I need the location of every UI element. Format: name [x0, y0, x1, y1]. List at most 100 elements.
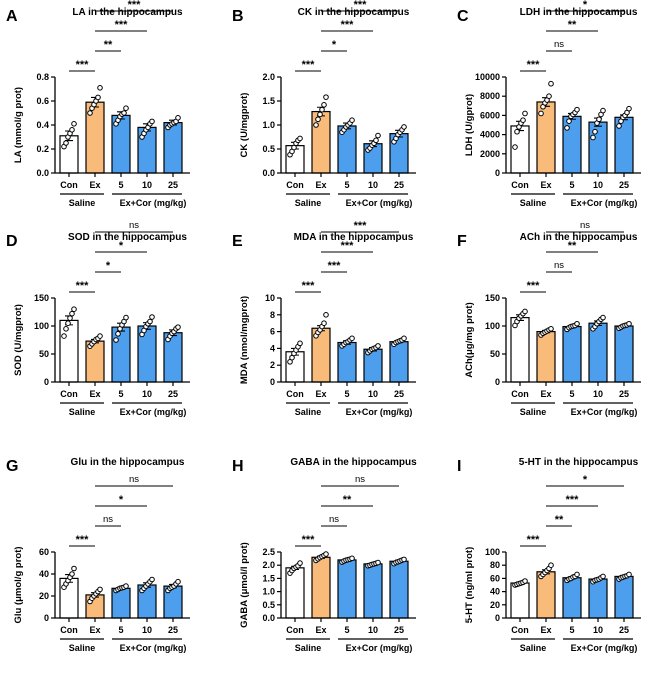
group-label-saline: Saline — [520, 643, 547, 653]
significance-label: * — [119, 240, 124, 252]
y-tick-label: 2.0 — [262, 560, 275, 570]
group-label-saline: Saline — [520, 198, 547, 208]
data-point — [95, 94, 101, 101]
data-point — [71, 565, 77, 572]
panel-title: CK in the hippocampus — [298, 7, 410, 18]
panel-letter: F — [457, 233, 467, 250]
bar-5 — [337, 341, 357, 383]
y-tick-label: 4000 — [480, 130, 500, 140]
data-point — [373, 137, 379, 144]
bar-25 — [614, 325, 634, 383]
x-tick-label: 5 — [569, 625, 574, 635]
group-label-saline: Saline — [295, 407, 322, 417]
bar-con — [59, 135, 79, 174]
significance-label: *** — [354, 220, 368, 232]
y-tick-label: 2.0 — [262, 72, 275, 82]
bar-ex — [536, 331, 556, 383]
bar-5 — [337, 559, 357, 619]
significance-label: ** — [104, 39, 113, 51]
data-point — [375, 132, 381, 139]
data-point — [323, 94, 329, 100]
data-point — [546, 93, 552, 99]
group-label-ex-cor: Ex+Cor (mg/kg) — [346, 198, 413, 208]
y-tick-label: 10 — [265, 293, 275, 303]
y-axis-label: ACh(μg/mg prot) — [464, 302, 475, 377]
panel-title: MDA in the hippocampus — [294, 232, 414, 243]
y-tick-label: 0.5 — [262, 144, 275, 154]
significance-label: ** — [568, 19, 577, 31]
y-tick-label: 10000 — [475, 72, 500, 82]
x-tick-label: 25 — [168, 625, 178, 635]
data-point — [149, 118, 155, 125]
x-tick-label: 5 — [344, 180, 349, 190]
group-label-saline: Saline — [69, 643, 96, 653]
panel-e: E MDA in the hippocampus 0 2 4 6 8 10 MDA (nmol/… — [232, 220, 416, 417]
data-point — [323, 551, 329, 557]
significance-label: *** — [302, 534, 316, 546]
significance-label: * — [332, 39, 337, 51]
group-label-saline: Saline — [520, 407, 547, 417]
significance-label: *** — [354, 0, 368, 11]
data-point — [175, 324, 181, 330]
y-tick-label: 50 — [490, 349, 500, 359]
significance-label: ns — [554, 260, 564, 271]
data-point — [522, 110, 528, 117]
group-label-saline: Saline — [69, 198, 96, 208]
x-tick-label: 5 — [118, 389, 123, 399]
data-point — [375, 559, 381, 566]
y-tick-label: 60 — [39, 547, 49, 557]
x-tick-label: 10 — [142, 180, 152, 190]
significance-label: *** — [115, 19, 129, 31]
panel-title: Glu in the hippocampus — [71, 457, 185, 468]
data-point — [297, 340, 303, 347]
data-point — [349, 335, 355, 342]
bar-25 — [614, 575, 634, 619]
data-point — [149, 314, 155, 320]
significance-label: * — [119, 494, 124, 506]
bar-25 — [163, 121, 183, 174]
significance-label: ns — [329, 514, 339, 525]
significance-label: *** — [328, 260, 342, 272]
significance-label: *** — [566, 494, 580, 506]
x-tick-label: Ex — [540, 389, 551, 399]
x-tick-label: Ex — [315, 625, 326, 635]
data-point — [175, 578, 181, 585]
bar-con — [510, 582, 530, 619]
data-point — [349, 555, 355, 562]
data-point — [147, 318, 153, 325]
panel-d: D SOD in the hippocampus 0 50 100 150 SOD (U/m… — [6, 220, 190, 417]
panel-letter: C — [457, 8, 469, 25]
group-label-ex-cor: Ex+Cor (mg/kg) — [120, 643, 187, 653]
group-label-saline: Saline — [69, 407, 96, 417]
y-tick-label: 40 — [39, 569, 49, 579]
x-tick-label: 5 — [118, 625, 123, 635]
x-tick-label: 10 — [593, 180, 603, 190]
x-tick-label: Con — [286, 180, 304, 190]
data-point — [321, 320, 327, 327]
x-tick-label: Con — [60, 625, 78, 635]
panel-title: LDH in the hippocampus — [520, 7, 638, 18]
data-point — [63, 326, 69, 332]
x-tick-label: Con — [286, 625, 304, 635]
y-axis-label: 5-HT (ng/ml prot) — [464, 547, 475, 624]
data-point — [315, 116, 321, 123]
group-label-ex-cor: Ex+Cor (mg/kg) — [120, 198, 187, 208]
y-tick-label: 0 — [495, 613, 500, 623]
significance-label: ns — [129, 474, 139, 485]
data-point — [123, 314, 129, 321]
data-point — [596, 116, 602, 123]
data-point — [401, 124, 407, 130]
data-point — [317, 111, 323, 118]
x-tick-label: Ex — [89, 389, 100, 399]
data-point — [616, 123, 622, 129]
x-tick-label: 5 — [569, 180, 574, 190]
data-point — [514, 128, 520, 135]
y-tick-label: 2.5 — [262, 547, 275, 557]
group-label-ex-cor: Ex+Cor (mg/kg) — [571, 198, 638, 208]
x-tick-label: Ex — [540, 180, 551, 190]
data-point — [600, 314, 606, 321]
y-tick-label: 100 — [34, 321, 49, 331]
x-tick-label: 10 — [593, 389, 603, 399]
x-tick-label: 10 — [368, 625, 378, 635]
